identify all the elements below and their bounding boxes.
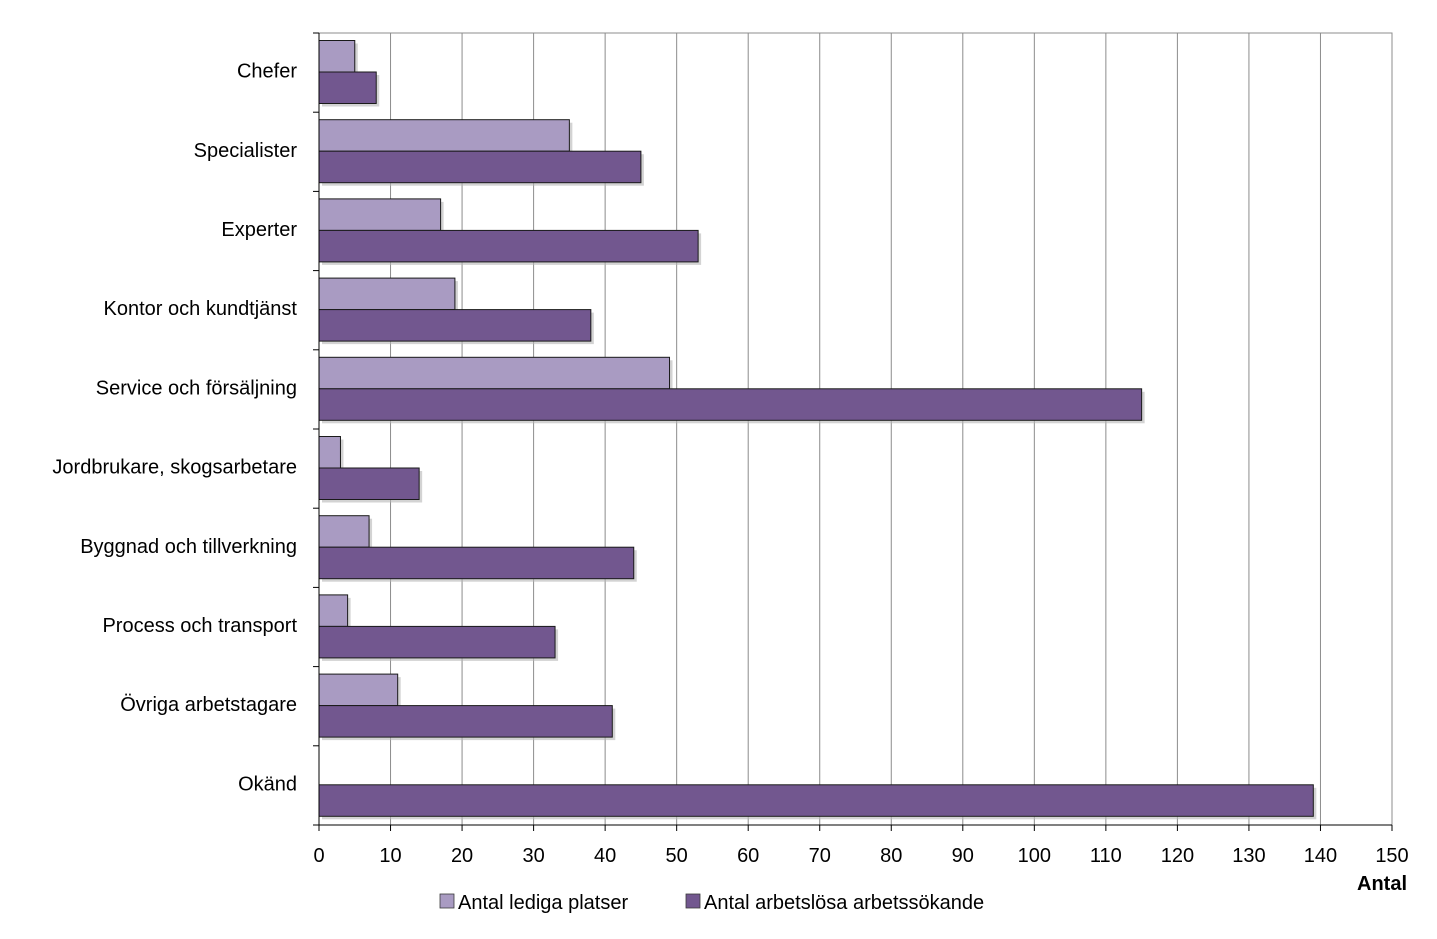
axes	[313, 32, 1393, 831]
legend-label: Antal lediga platser	[458, 892, 628, 914]
bar-8-0	[318, 673, 399, 707]
category-label: Specialister	[194, 140, 298, 162]
x-tick-label: 50	[666, 845, 688, 867]
legend-swatch	[685, 893, 701, 909]
x-tick-label: 60	[737, 845, 759, 867]
bars	[318, 40, 1317, 820]
legend-label: Antal arbetslösa arbetssökande	[704, 892, 984, 914]
category-label: Byggnad och tillverkning	[80, 536, 297, 558]
bar-6-1	[318, 546, 635, 580]
legend-item-1: Antal arbetslösa arbetssökande	[685, 892, 984, 914]
x-axis-title: Antal	[1357, 873, 1407, 895]
bar-9-1	[318, 784, 1314, 817]
category-label: Övriga arbetstagare	[120, 694, 297, 716]
x-tick-label: 130	[1232, 845, 1265, 867]
bar-3-0	[318, 277, 456, 311]
bar-5-0	[318, 436, 341, 469]
x-tick-label: 10	[379, 845, 401, 867]
x-tick-label: 30	[522, 845, 544, 867]
bar-4-1	[318, 388, 1143, 421]
legend: Antal lediga platser Antal arbetslösa ar…	[439, 892, 984, 914]
category-label: Jordbrukare, skogsarbetare	[52, 457, 297, 479]
bar-0-0	[318, 40, 356, 73]
labels: 0 10 20 30 40 50 60 70 80 90 100 110 120 130 140 150 Che…	[52, 61, 1408, 867]
category-label: Kontor och kundtjänst	[104, 298, 298, 320]
category-label: Chefer	[237, 61, 297, 83]
category-label: Experter	[221, 219, 297, 241]
category-label: Okänd	[238, 773, 297, 795]
bar-1-0	[318, 119, 570, 152]
x-tick-label: 120	[1161, 845, 1194, 867]
bar-0-1	[318, 71, 377, 104]
bar-7-0	[318, 594, 349, 627]
x-tick-label: 70	[809, 845, 831, 867]
bar-3-1	[318, 309, 592, 342]
x-tick-label: 40	[594, 845, 616, 867]
x-tick-label: 150	[1375, 845, 1408, 867]
x-tick-label: 90	[952, 845, 974, 867]
category-label: Process och transport	[102, 615, 297, 637]
x-tick-label: 100	[1018, 845, 1051, 867]
category-label: Service och försäljning	[96, 377, 297, 399]
bar-7-1	[318, 625, 556, 659]
bar-5-1	[318, 467, 420, 500]
x-tick-label: 80	[880, 845, 902, 867]
bar-4-0	[318, 356, 671, 390]
x-tick-label: 110	[1090, 845, 1122, 867]
x-tick-label: 20	[451, 845, 473, 867]
bar-2-0	[318, 198, 442, 231]
bar-6-0	[318, 515, 370, 548]
x-tick-label: 140	[1304, 845, 1337, 867]
bar-8-1	[318, 705, 613, 738]
bar-1-1	[318, 150, 642, 184]
legend-item-0: Antal lediga platser	[439, 892, 628, 914]
bar-2-1	[318, 229, 699, 263]
legend-swatch	[439, 893, 455, 909]
x-tick-label: 0	[313, 845, 324, 867]
